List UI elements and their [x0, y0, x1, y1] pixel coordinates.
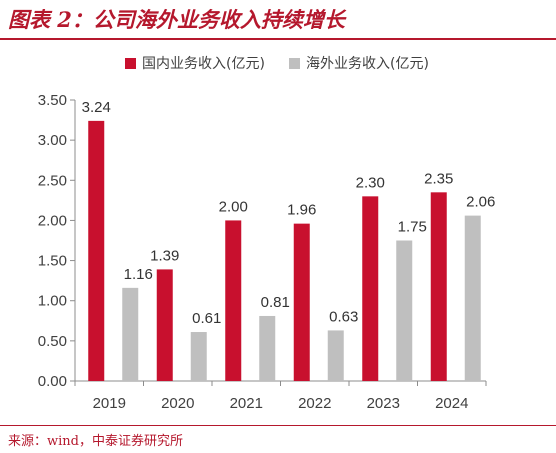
- bar-domestic: [293, 223, 310, 381]
- bar-domestic: [225, 220, 242, 381]
- y-tick-label: 3.00: [38, 132, 67, 149]
- data-label-domestic: 2.00: [219, 198, 248, 215]
- x-tick-label: 2020: [161, 395, 194, 412]
- legend-swatch-overseas: [289, 58, 300, 69]
- x-tick-label: 2022: [298, 395, 331, 412]
- data-label-overseas: 0.63: [329, 308, 358, 325]
- x-tick-label: 2019: [93, 395, 126, 412]
- data-label-overseas: 2.06: [466, 194, 495, 211]
- bar-overseas: [259, 315, 276, 381]
- bar-domestic: [88, 120, 105, 382]
- bar-overseas: [327, 330, 344, 381]
- bar-overseas: [122, 287, 139, 381]
- data-label-domestic: 1.39: [150, 247, 179, 264]
- y-tick-label: 1.50: [38, 253, 67, 270]
- x-tick-label: 2024: [435, 395, 468, 412]
- y-tick-label: 0.50: [38, 333, 67, 350]
- x-tick-label: 2021: [230, 395, 263, 412]
- bar-overseas: [464, 215, 481, 381]
- source-note: 来源：wind，中泰证券研究所: [8, 434, 183, 449]
- bar-domestic: [362, 196, 379, 381]
- footer-rule: [0, 425, 556, 426]
- data-label-domestic: 2.35: [424, 170, 453, 187]
- y-tick-label: 2.00: [38, 212, 67, 229]
- bar-domestic: [156, 269, 173, 381]
- data-label-overseas: 0.61: [192, 310, 221, 327]
- bar-chart: 0.00 0.50 1.00 1.50 2.00 2.50 3.00 3.50 2019 3.24…: [38, 56, 496, 412]
- legend-swatch-domestic: [125, 58, 136, 69]
- bar-overseas: [396, 240, 413, 381]
- figure-title: 图表 2：公司海外业务收入持续增长: [8, 7, 345, 32]
- data-label-domestic: 2.30: [356, 174, 385, 191]
- title-bar: 图表 2：公司海外业务收入持续增长: [0, 0, 556, 40]
- data-label-overseas: 1.16: [124, 266, 153, 283]
- legend-label-domestic: 国内业务收入(亿元): [142, 56, 265, 72]
- data-label-overseas: 0.81: [261, 294, 290, 311]
- y-tick-label: 0.00: [38, 373, 67, 390]
- bar-domestic: [430, 192, 447, 381]
- data-label-domestic: 3.24: [82, 99, 111, 116]
- data-label-domestic: 1.96: [287, 202, 316, 219]
- y-tick-label: 1.00: [38, 293, 67, 310]
- data-label-overseas: 1.75: [398, 219, 427, 236]
- title-rule: [0, 38, 556, 40]
- legend-label-overseas: 海外业务收入(亿元): [306, 56, 429, 72]
- y-tick-label: 2.50: [38, 172, 67, 189]
- y-tick-label: 3.50: [38, 92, 67, 109]
- x-tick-label: 2023: [367, 395, 400, 412]
- bar-overseas: [190, 332, 207, 381]
